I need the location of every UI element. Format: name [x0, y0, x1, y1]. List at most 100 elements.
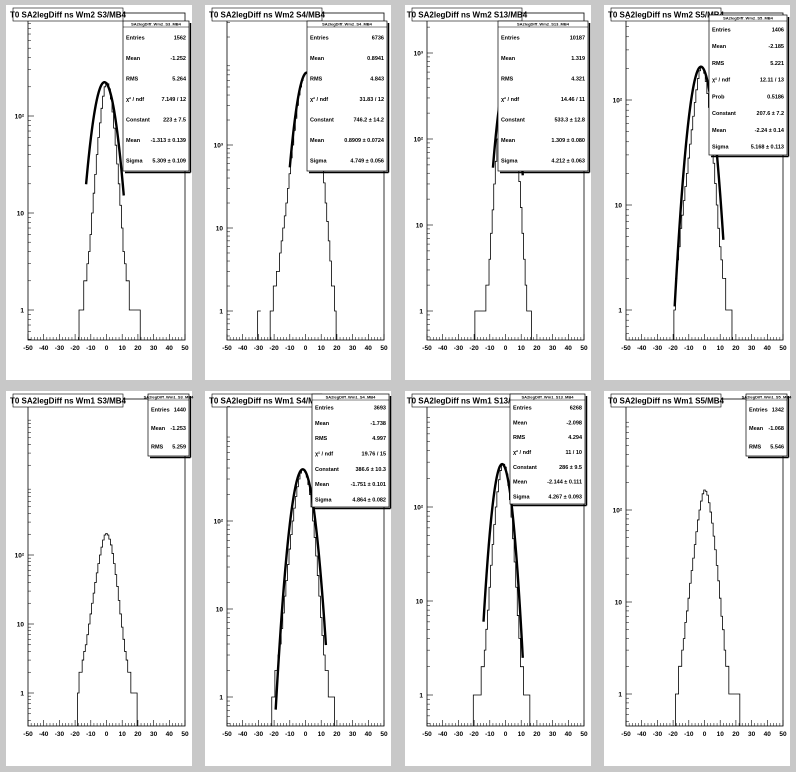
x-tick-label: 20: [134, 345, 142, 352]
stats-value: 286 ± 9.5: [559, 465, 582, 471]
stats-title: SA2legDiff_Wm2_S5_MB4: [723, 16, 774, 21]
x-tick-label: 30: [349, 731, 357, 738]
stats-value: 1562: [174, 35, 186, 41]
x-tick-label: -30: [454, 731, 464, 738]
stats-key: χ² / ndf: [712, 77, 730, 84]
x-tick-label: 50: [779, 731, 787, 738]
histogram-pad: T0 SA2legDiff ns Wm1 S4/MB4-50 -40 -30 -20-…: [205, 391, 392, 766]
x-tick-label: -20: [70, 345, 80, 352]
x-tick-label: -30: [55, 345, 65, 352]
histogram-pad: T0 SA2legDiff ns Wm1 S13/MB4 -50 -40 -30 -20…: [405, 391, 591, 766]
stats-value: -1.313 ± 0.139: [151, 138, 186, 144]
stats-key: Mean: [712, 44, 727, 50]
histogram-pad: T0 SA2legDiff ns Wm2 S4/MB4 -50 -40 -30 -20-…: [205, 5, 391, 380]
x-tick-label: 50: [181, 731, 189, 738]
stats-value: 11 / 10: [565, 450, 582, 456]
pad-title: T0 SA2legDiff ns Wm1 S3/MB4: [10, 397, 127, 406]
stats-value: 4.294: [568, 435, 583, 441]
x-tick-label: -20: [70, 731, 80, 738]
stats-key: Entries: [712, 27, 731, 33]
stats-key: RMS: [712, 61, 725, 67]
histogram-pad: T0 SA2legDiff ns Wm2 S3/MB4-50 -40 -30 -20-…: [6, 5, 192, 380]
stats-frame: [509, 393, 586, 505]
x-tick-label: -40: [39, 731, 49, 738]
stats-value: 5.309 ± 0.109: [152, 159, 186, 165]
y-tick-label: 10²: [613, 508, 623, 515]
pad-title: T0 SA2legDiff ns Wm2 S13/MB4: [407, 11, 528, 20]
y-tick-label: 10: [216, 226, 224, 233]
y-tick-label: 10³: [414, 51, 424, 58]
x-tick-label: 40: [565, 731, 573, 738]
stats-box: SA2legDiff_Wm1_S13_MB4 Entries 6268 Mean -2.…: [509, 393, 588, 507]
stats-frame: [311, 393, 390, 508]
x-tick-label: 0: [304, 731, 308, 738]
stats-key: Constant: [501, 118, 525, 124]
stats-key: Mean: [513, 480, 528, 486]
title-frame: [12, 393, 124, 408]
x-tick-label: -40: [438, 731, 448, 738]
title-frame: [610, 7, 722, 22]
x-tick-label: 50: [380, 345, 388, 352]
x-tick-label: 10: [717, 345, 725, 352]
title-frame: [411, 7, 523, 22]
x-tick-label: 0: [504, 731, 508, 738]
x-tick-label: -50: [222, 731, 232, 738]
x-tick-label: -30: [454, 345, 464, 352]
y-tick-label: 10²: [613, 98, 623, 105]
stats-frame: [147, 393, 190, 457]
x-tick-label: -10: [485, 731, 495, 738]
stats-box: SA2legDiff_Wm2_S13_MB4 Entries 10187 Mean 1.…: [497, 20, 591, 174]
y-tick-label: 10: [216, 607, 224, 614]
stats-value: 1406: [772, 27, 784, 33]
stats-key: Mean: [749, 426, 764, 432]
x-tick-label: -30: [55, 731, 65, 738]
x-tick-label: 30: [549, 345, 557, 352]
x-tick-label: 40: [764, 731, 772, 738]
x-tick-label: 40: [166, 731, 174, 738]
x-tick-label: 10: [318, 345, 326, 352]
y-tick-label: 1: [20, 691, 24, 698]
y-tick-label: 10²: [214, 519, 224, 526]
stats-value: 4.267 ± 0.093: [548, 495, 582, 501]
x-tick-label: -10: [86, 345, 96, 352]
stats-value: 1.309 ± 0.080: [551, 138, 585, 144]
stats-value: 4.321: [571, 76, 585, 82]
x-tick-label: -30: [254, 345, 264, 352]
gaussian-fit-curve: [274, 468, 328, 710]
x-tick-label: 50: [580, 345, 588, 352]
stats-value: 4.212 ± 0.063: [551, 159, 585, 165]
x-tick-label: 50: [181, 345, 189, 352]
x-tick-label: -10: [285, 731, 295, 738]
x-tick-label: -20: [269, 731, 279, 738]
pad-title: T0 SA2legDiff ns Wm1 S5/MB4: [608, 397, 725, 406]
stats-key: Mean: [712, 128, 727, 134]
x-tick-label: 10: [518, 345, 526, 352]
stats-key: Entries: [310, 35, 329, 41]
title-frame: [12, 7, 124, 22]
stats-frame: [708, 14, 788, 156]
stats-box: SA2legDiff_Wm1_S3_MB4 Entries 1440 Mean -1.2…: [144, 393, 194, 459]
x-tick-label: -50: [621, 345, 631, 352]
pad-title: T0 SA2legDiff ns Wm1 S13/MB4: [407, 397, 528, 406]
x-tick-label: -40: [637, 731, 647, 738]
stats-value: 1.319: [571, 56, 585, 62]
x-tick-label: -40: [238, 731, 248, 738]
histogram-pad: T0 SA2legDiff ns Wm1 S5/MB4-50 -40 -30 -20-…: [604, 391, 792, 766]
stats-value: 5.259: [172, 445, 186, 451]
stats-value: -2.24 ± 0.14: [755, 128, 785, 134]
stats-key: χ² / ndf: [513, 449, 531, 456]
x-tick-label: -10: [684, 345, 694, 352]
stats-key: Constant: [712, 111, 736, 117]
y-tick-label: 10: [17, 211, 25, 218]
stats-title: SA2legDiff_Wm1_S5_MB4: [742, 395, 793, 400]
y-tick-label: 1: [618, 692, 622, 699]
y-tick-label: 10: [416, 599, 424, 606]
x-tick-label: 0: [504, 345, 508, 352]
stats-value: -1.253: [170, 426, 186, 432]
pad-title: T0 SA2legDiff ns Wm2 S4/MB4: [209, 11, 326, 20]
x-tick-label: 10: [119, 345, 127, 352]
stats-key: Mean: [310, 56, 325, 62]
x-tick-label: 50: [380, 731, 388, 738]
stats-key: Sigma: [712, 145, 729, 151]
